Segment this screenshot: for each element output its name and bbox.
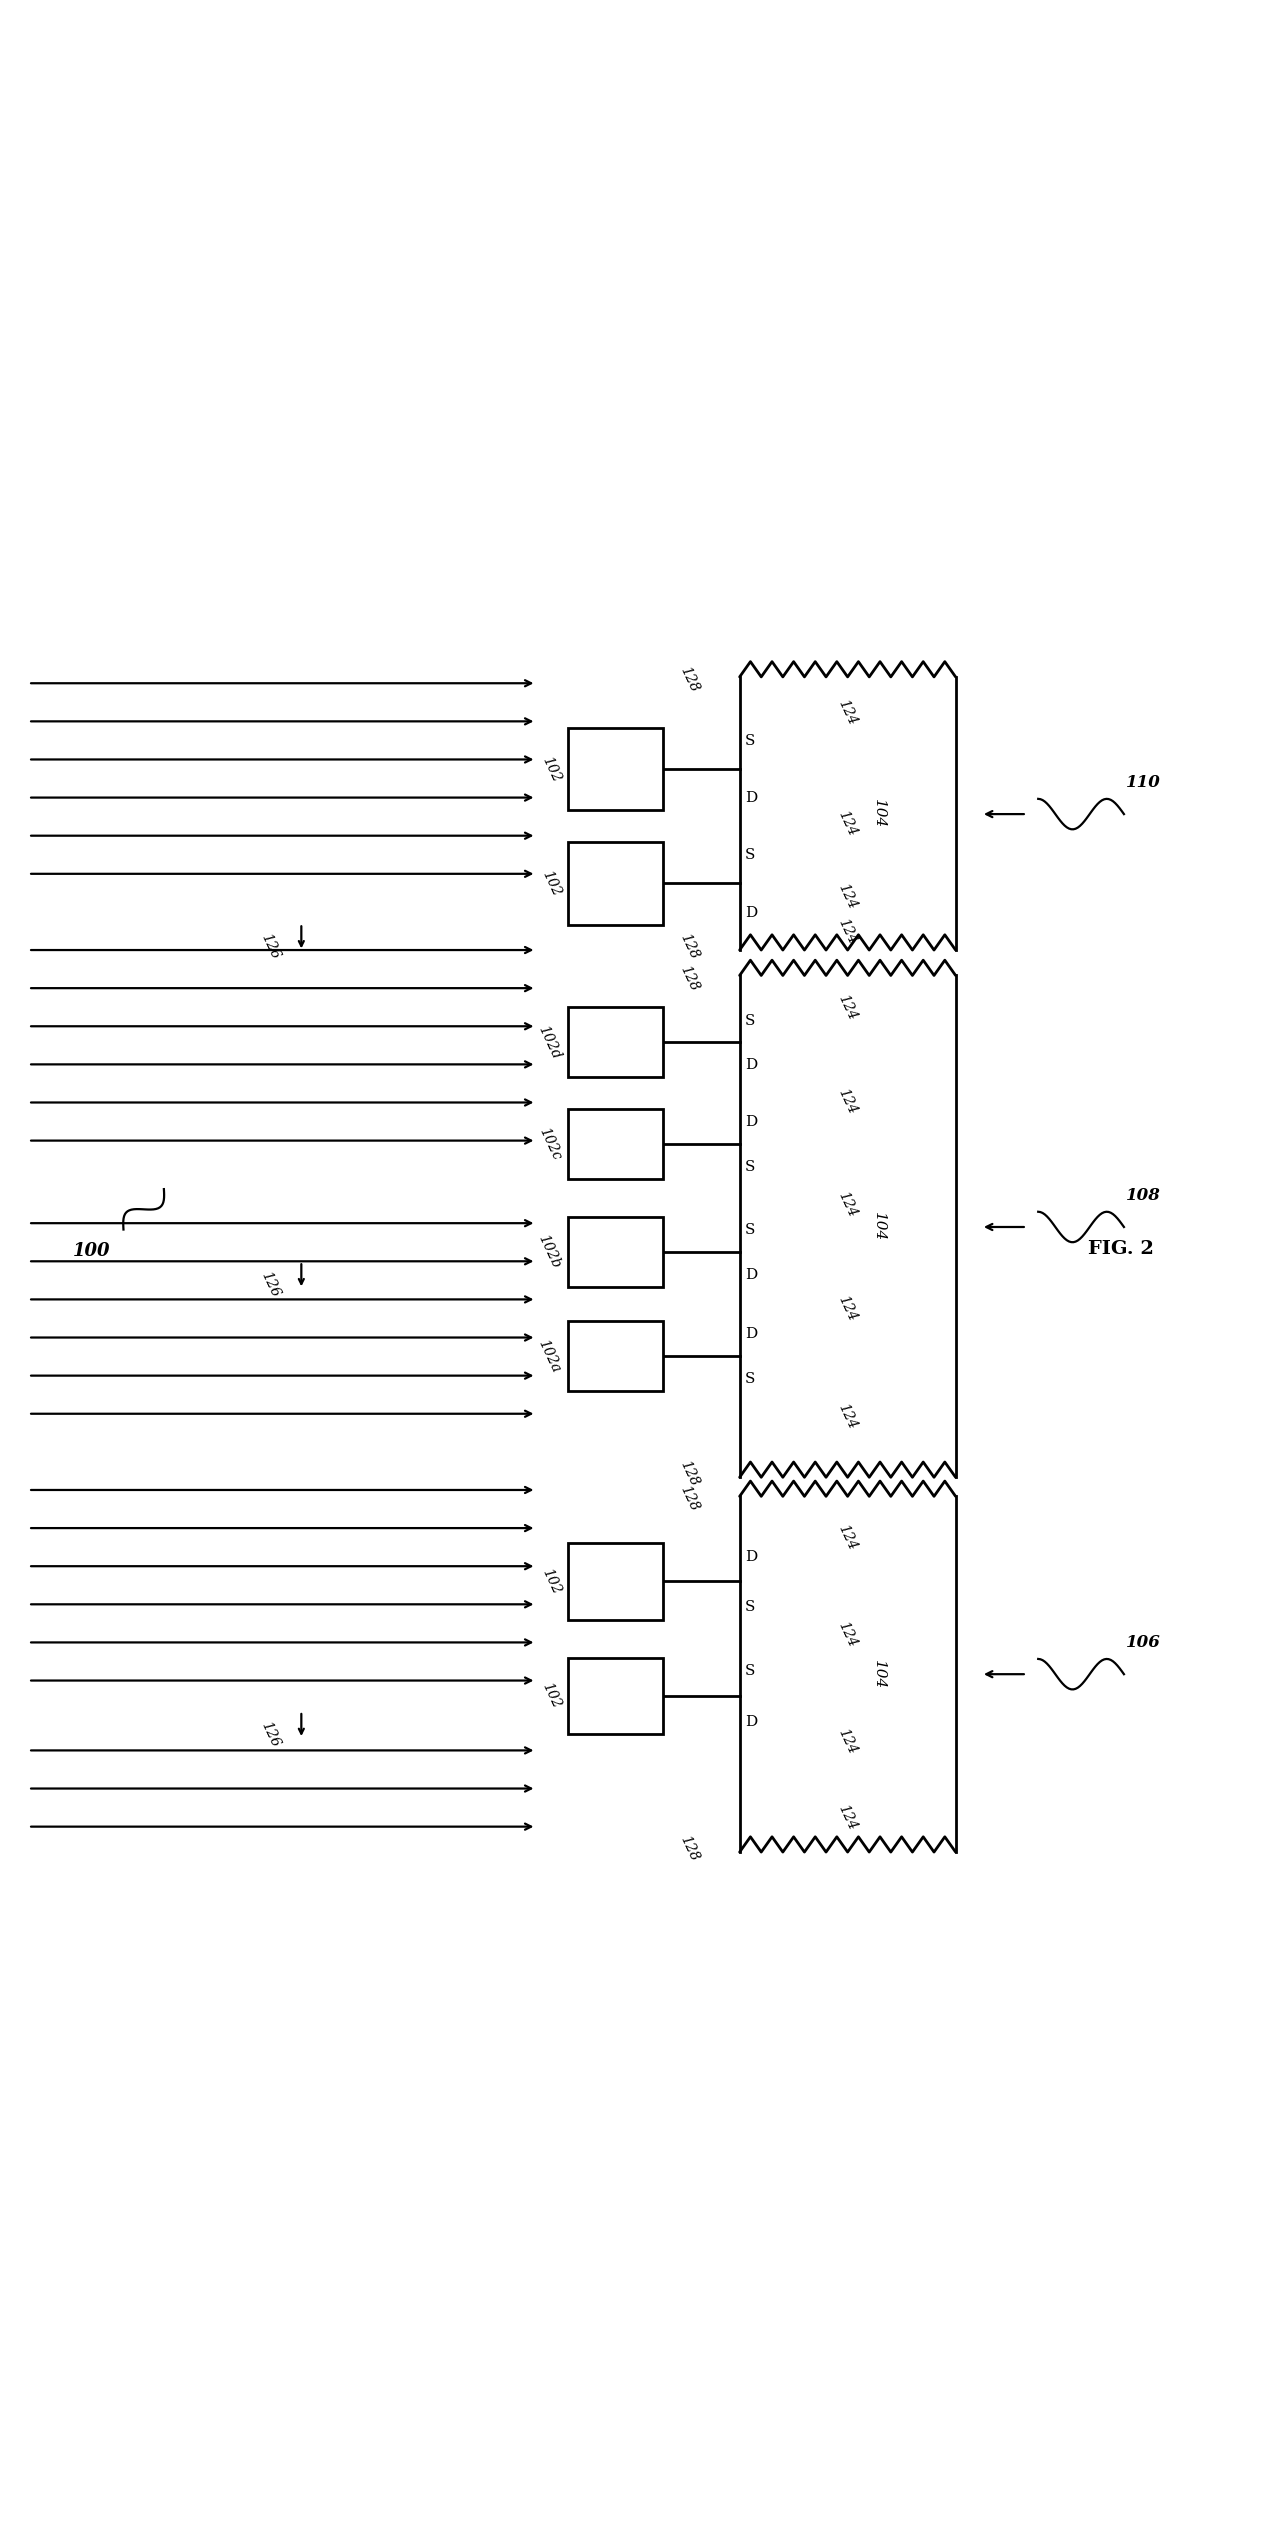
- Text: 104: 104: [873, 1659, 887, 1689]
- Text: D: D: [745, 1116, 757, 1129]
- Text: 124: 124: [836, 1521, 860, 1552]
- Bar: [568, 1320, 664, 1391]
- Text: D: D: [745, 1266, 757, 1282]
- Text: 124: 124: [836, 1621, 860, 1649]
- Text: S: S: [745, 1371, 755, 1386]
- Text: 102a: 102a: [536, 1338, 563, 1376]
- Bar: [568, 1218, 664, 1287]
- Text: 128: 128: [676, 930, 701, 961]
- Text: 124: 124: [836, 1190, 860, 1218]
- Text: S: S: [745, 1600, 755, 1615]
- Text: 124: 124: [836, 698, 860, 729]
- Text: 102: 102: [538, 1682, 563, 1710]
- Text: S: S: [745, 848, 755, 861]
- Text: 126: 126: [258, 1720, 282, 1748]
- Text: 128: 128: [676, 1457, 701, 1488]
- Text: 128: 128: [676, 963, 701, 994]
- Text: FIG. 2: FIG. 2: [1088, 1238, 1154, 1259]
- Text: S: S: [745, 1159, 755, 1175]
- Text: 124: 124: [836, 1085, 860, 1116]
- Text: 124: 124: [836, 1804, 860, 1832]
- Text: D: D: [745, 905, 757, 920]
- Bar: [568, 841, 664, 925]
- Text: 124: 124: [836, 808, 860, 838]
- Text: D: D: [745, 1715, 757, 1730]
- Text: 128: 128: [676, 1483, 701, 1514]
- Bar: [568, 1544, 664, 1621]
- Text: S: S: [745, 1014, 755, 1027]
- Text: 128: 128: [676, 1832, 701, 1863]
- Text: 108: 108: [1125, 1187, 1160, 1205]
- Text: 126: 126: [258, 1269, 282, 1299]
- Text: 102d: 102d: [536, 1024, 563, 1060]
- Text: S: S: [745, 1664, 755, 1679]
- Text: D: D: [745, 792, 757, 805]
- Text: D: D: [745, 1328, 757, 1340]
- Text: S: S: [745, 734, 755, 749]
- Bar: [568, 1108, 664, 1180]
- Bar: [568, 729, 664, 810]
- Text: 124: 124: [836, 915, 860, 945]
- Text: 106: 106: [1125, 1633, 1160, 1651]
- Text: 124: 124: [836, 1401, 860, 1432]
- Text: S: S: [745, 1223, 755, 1238]
- Text: 124: 124: [836, 1294, 860, 1322]
- Bar: [568, 1006, 664, 1078]
- Text: 104: 104: [873, 800, 887, 828]
- Text: D: D: [745, 1057, 757, 1073]
- Text: 102c: 102c: [536, 1126, 563, 1162]
- Text: 124: 124: [836, 1728, 860, 1756]
- Text: D: D: [745, 1549, 757, 1564]
- Text: 124: 124: [836, 882, 860, 912]
- Text: 128: 128: [676, 665, 701, 696]
- Text: 124: 124: [836, 991, 860, 1022]
- Text: 102: 102: [538, 1567, 563, 1598]
- Text: 110: 110: [1125, 775, 1160, 792]
- Text: 102: 102: [538, 869, 563, 899]
- Text: 102b: 102b: [536, 1233, 563, 1271]
- Text: 104: 104: [873, 1213, 887, 1241]
- Text: 126: 126: [258, 930, 282, 961]
- Text: 102: 102: [538, 754, 563, 785]
- Text: 100: 100: [73, 1243, 111, 1261]
- Bar: [568, 1659, 664, 1733]
